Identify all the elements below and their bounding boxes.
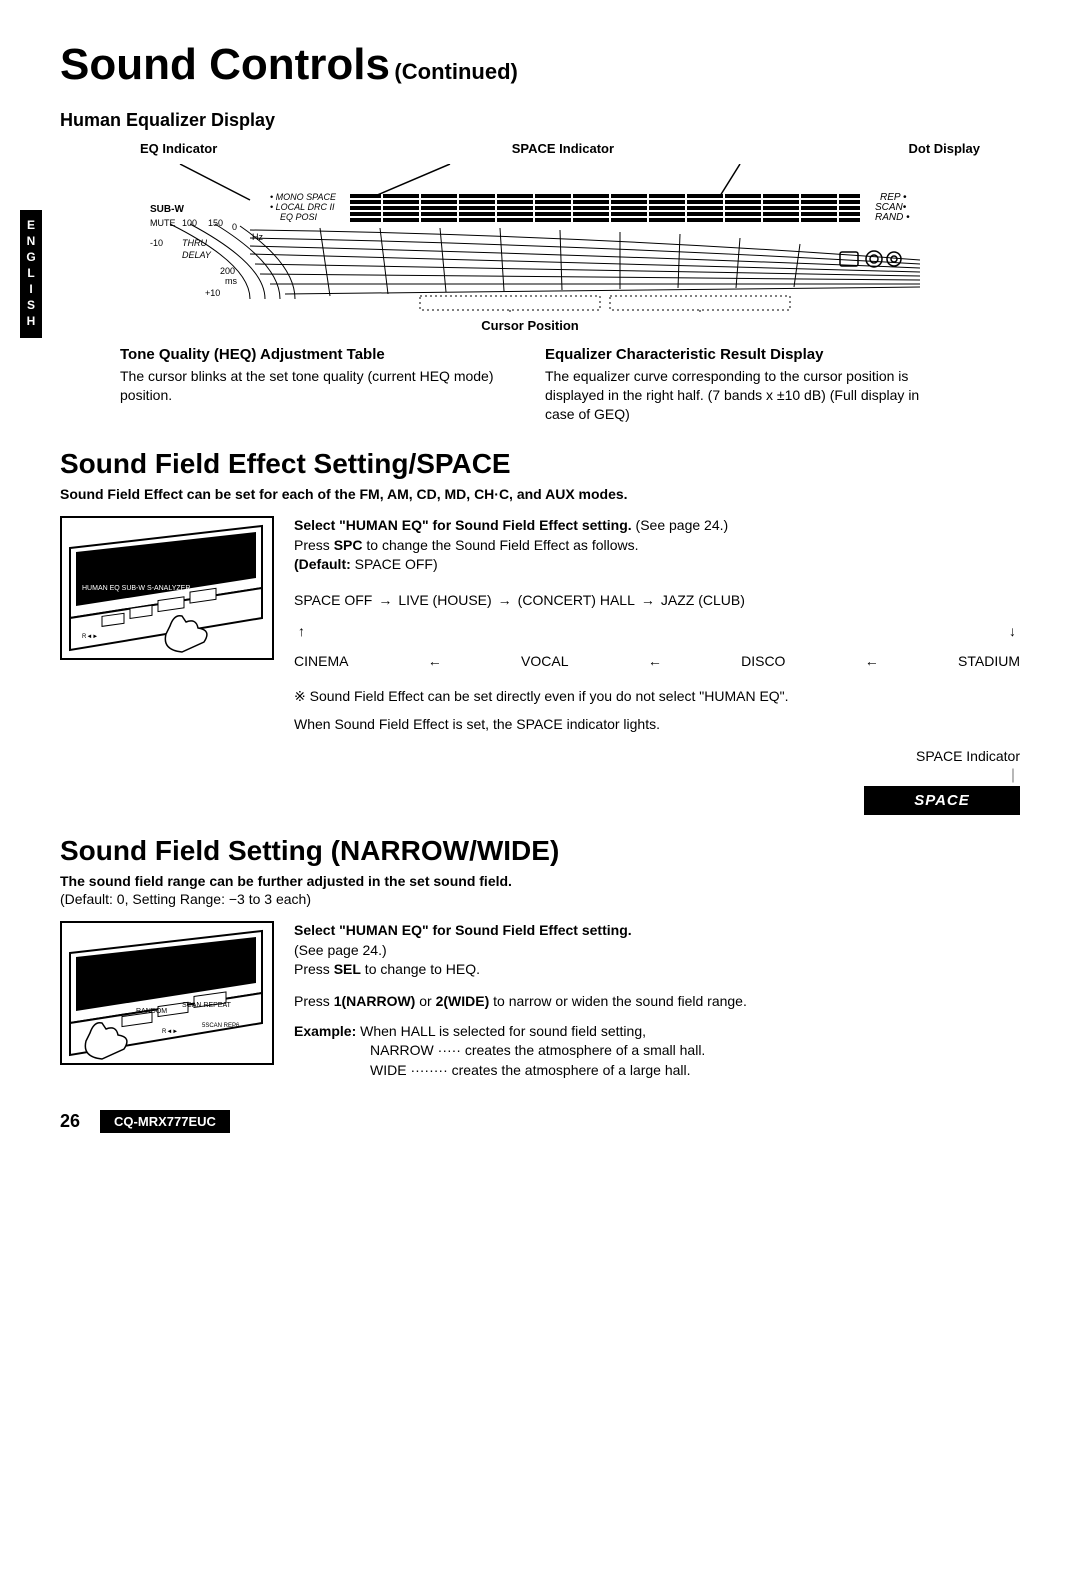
language-tab: ENGLISH bbox=[20, 210, 42, 338]
example-wide: WIDE ········ creates the atmosphere of … bbox=[370, 1061, 1020, 1081]
space-cycle: SPACE OFF → LIVE (HOUSE) → (CONCERT) HAL… bbox=[294, 585, 1020, 677]
space-body: Select "HUMAN EQ" for Sound Field Effect… bbox=[294, 516, 1020, 734]
tone-quality-heading: Tone Quality (HEQ) Adjustment Table bbox=[120, 345, 515, 365]
svg-text:ms: ms bbox=[225, 276, 237, 286]
cycle-item: LIVE (HOUSE) bbox=[398, 585, 491, 616]
press-nw-post: to narrow or widen the sound field range… bbox=[489, 993, 747, 1009]
svg-text:+10: +10 bbox=[205, 288, 220, 298]
space-badge: SPACE bbox=[864, 786, 1020, 815]
svg-text:-10: -10 bbox=[150, 238, 163, 248]
select-heq-ref: (See page 24.) bbox=[632, 517, 729, 533]
press-sel-pre: Press bbox=[294, 961, 334, 977]
narrow-heading: Sound Field Setting (NARROW/WIDE) bbox=[60, 835, 1020, 867]
svg-text:RANDOM: RANDOM bbox=[136, 1008, 167, 1015]
space-indicator-label: SPACE Indicator bbox=[60, 748, 1020, 764]
press-nw-1: 1(NARROW) bbox=[334, 993, 416, 1009]
arrow-right-icon: → bbox=[378, 585, 392, 616]
narrow-seepage: (See page 24.) bbox=[294, 941, 1020, 961]
press-nw-pre: Press bbox=[294, 993, 334, 1009]
cycle-item: SPACE OFF bbox=[294, 585, 372, 616]
press-pre: Press bbox=[294, 537, 334, 553]
press-sel-post: to change to HEQ. bbox=[361, 961, 480, 977]
svg-text:SCAN REPEAT: SCAN REPEAT bbox=[182, 1002, 232, 1009]
device-thumb-2: RANDOM SCAN REPEAT R◄► 5SCAN REP6 2 3 bbox=[60, 921, 274, 1065]
press-sel: SEL bbox=[334, 961, 361, 977]
arrow-right-icon: → bbox=[498, 585, 512, 616]
svg-text:SUB-W: SUB-W bbox=[150, 204, 184, 215]
select-heq-line: Select "HUMAN EQ" for Sound Field Effect… bbox=[294, 517, 632, 533]
tone-quality-body: The cursor blinks at the set tone qualit… bbox=[120, 367, 515, 405]
press-post: to change the Sound Field Effect as foll… bbox=[362, 537, 638, 553]
arrow-left-icon: ← bbox=[354, 646, 515, 677]
space-note-1: ※ Sound Field Effect can be set directly… bbox=[294, 687, 1020, 707]
page-title: Sound Controls (Continued) bbox=[60, 40, 1020, 90]
narrow-intro: The sound field range can be further adj… bbox=[60, 873, 1020, 889]
press-nw-2: 2(WIDE) bbox=[436, 993, 490, 1009]
cycle-item: CINEMA bbox=[294, 646, 348, 677]
svg-text:Hz: Hz bbox=[252, 232, 263, 242]
title-main: Sound Controls bbox=[60, 40, 390, 89]
space-note-2: When Sound Field Effect is set, the SPAC… bbox=[294, 715, 1020, 735]
arrow-up-icon: ↑ bbox=[298, 616, 305, 647]
narrow-body: Select "HUMAN EQ" for Sound Field Effect… bbox=[294, 921, 1020, 1080]
cycle-item: VOCAL bbox=[521, 646, 568, 677]
diagram-top-labels: EQ Indicator SPACE Indicator Dot Display bbox=[60, 141, 1020, 156]
svg-text:200: 200 bbox=[220, 266, 235, 276]
page-number: 26 bbox=[60, 1111, 80, 1132]
default-val: SPACE OFF) bbox=[351, 556, 438, 572]
svg-text:• LOCAL DRC II: • LOCAL DRC II bbox=[270, 202, 335, 212]
eq-display-diagram: SUB-W • MONO SPACE • LOCAL DRC II EQ POS… bbox=[120, 164, 940, 314]
eq-result-body: The equalizer curve corresponding to the… bbox=[545, 367, 940, 424]
svg-text:R◄►: R◄► bbox=[82, 634, 98, 640]
arrow-left-icon: ← bbox=[791, 646, 952, 677]
svg-text:MUTE: MUTE bbox=[150, 218, 176, 228]
cycle-item: STADIUM bbox=[958, 646, 1020, 677]
example-label: Example: bbox=[294, 1023, 356, 1039]
press-nw-or: or bbox=[415, 993, 435, 1009]
default-label: (Default: bbox=[294, 556, 351, 572]
narrow-select: Select "HUMAN EQ" for Sound Field Effect… bbox=[294, 922, 632, 938]
label-eq-indicator: EQ Indicator bbox=[140, 141, 217, 156]
svg-text:150: 150 bbox=[208, 218, 223, 228]
narrow-default: (Default: 0, Setting Range: −3 to 3 each… bbox=[60, 891, 1020, 907]
label-space-indicator: SPACE Indicator bbox=[512, 141, 614, 156]
arrow-down-icon: ↓ bbox=[1009, 616, 1016, 647]
press-spc: SPC bbox=[334, 537, 363, 553]
space-intro: Sound Field Effect can be set for each o… bbox=[60, 486, 1020, 502]
cycle-item: (CONCERT) HALL bbox=[518, 585, 635, 616]
arrow-left-icon: ← bbox=[575, 646, 736, 677]
example-block: Example: When HALL is selected for sound… bbox=[294, 1022, 1020, 1081]
arrow-right-icon: → bbox=[641, 585, 655, 616]
narrow-block: RANDOM SCAN REPEAT R◄► 5SCAN REP6 2 3 Se… bbox=[60, 921, 1020, 1080]
svg-text:DELAY: DELAY bbox=[182, 250, 212, 260]
space-heading: Sound Field Effect Setting/SPACE bbox=[60, 448, 1020, 480]
model-badge: CQ-MRX777EUC bbox=[100, 1110, 230, 1133]
svg-text:• MONO SPACE: • MONO SPACE bbox=[270, 192, 337, 202]
eq-result-heading: Equalizer Characteristic Result Display bbox=[545, 345, 940, 365]
svg-text:EQ POSI: EQ POSI bbox=[280, 212, 318, 222]
cursor-position-label: Cursor Position bbox=[120, 318, 940, 333]
heq-display-heading: Human Equalizer Display bbox=[60, 110, 1020, 131]
cycle-item: DISCO bbox=[741, 646, 785, 677]
page-footer: 26 CQ-MRX777EUC bbox=[60, 1110, 1020, 1133]
svg-text:RAND •: RAND • bbox=[875, 212, 910, 223]
space-block: HUMAN EQ SUB-W S-ANALYZER R◄► Select "HU… bbox=[60, 516, 1020, 734]
title-continued: (Continued) bbox=[394, 59, 517, 84]
space-indicator-block: SPACE Indicator ｜ SPACE bbox=[60, 748, 1020, 815]
example-narrow: NARROW ····· creates the atmosphere of a… bbox=[370, 1041, 1020, 1061]
heq-two-column: Tone Quality (HEQ) Adjustment Table The … bbox=[120, 345, 940, 424]
svg-text:5SCAN REP6: 5SCAN REP6 bbox=[202, 1023, 240, 1029]
label-dot-display: Dot Display bbox=[908, 141, 980, 156]
example-body: When HALL is selected for sound field se… bbox=[356, 1023, 646, 1039]
svg-text:0: 0 bbox=[232, 222, 237, 232]
cycle-item: JAZZ (CLUB) bbox=[661, 585, 745, 616]
svg-text:R◄►: R◄► bbox=[162, 1029, 178, 1035]
device-thumb-1: HUMAN EQ SUB-W S-ANALYZER R◄► bbox=[60, 516, 274, 660]
svg-text:HUMAN EQ SUB-W S-ANALYZER: HUMAN EQ SUB-W S-ANALYZER bbox=[82, 585, 190, 592]
